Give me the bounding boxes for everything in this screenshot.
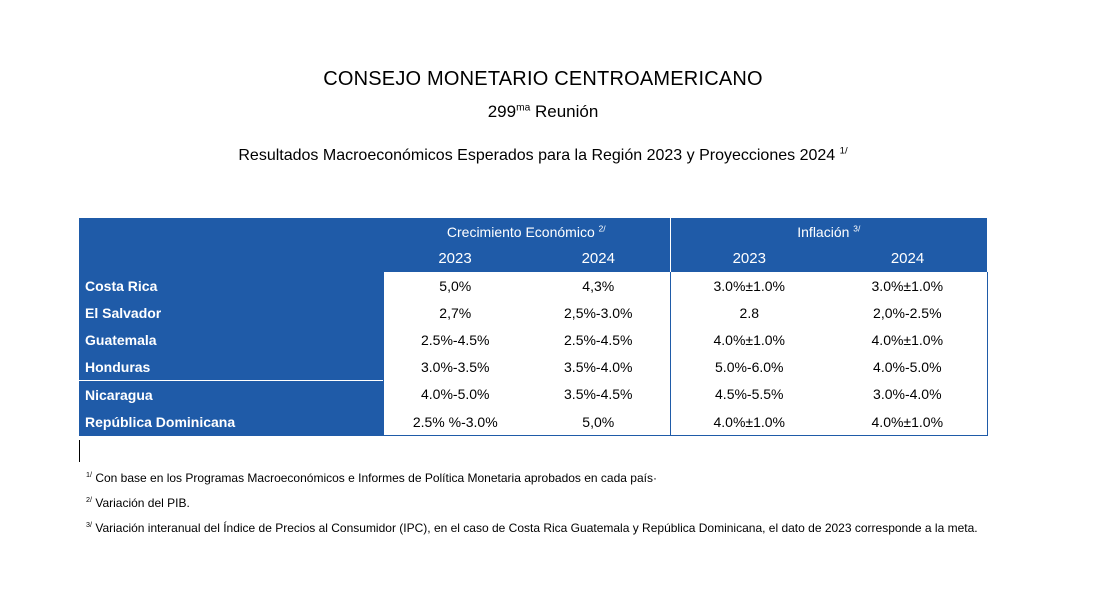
value-cell: 4.5%-5.5% bbox=[715, 386, 784, 403]
subtitle-footnote-mark: 1/ bbox=[839, 145, 848, 157]
inflation-group-label: Inflación bbox=[797, 223, 854, 240]
table-row: Honduras 3.0%-3.5% 3.5%-4.0% 5.0%-6.0% 4… bbox=[79, 353, 988, 381]
year-header-row: 2023 2024 2023 2024 bbox=[79, 245, 988, 272]
country-cell: Costa Rica bbox=[79, 272, 383, 299]
country-cell: Guatemala bbox=[79, 326, 383, 353]
footnote-mark: 1/ bbox=[86, 470, 92, 479]
growth-footnote-mark: 2/ bbox=[598, 222, 606, 233]
value-cell: 4.0%-5.0% bbox=[828, 353, 988, 381]
value-cell: 2,7% bbox=[382, 299, 527, 326]
table-row: Guatemala 2.5%-4.5% 2.5%-4.5% 4.0%±1.0% … bbox=[79, 326, 988, 353]
country-cell: El Salvador bbox=[79, 299, 383, 326]
footnotes: 1/ Con base en los Programas Macroeconóm… bbox=[86, 469, 986, 544]
footnote-mark: 3/ bbox=[86, 520, 92, 529]
meeting-label: Reunión bbox=[530, 102, 599, 121]
subtitle-text: Resultados Macroeconómicos Esperados par… bbox=[238, 147, 840, 164]
inflation-group-header: Inflación 3/ bbox=[670, 218, 988, 245]
header-blank-cell bbox=[79, 245, 383, 272]
value-cell: 3.0%±1.0% bbox=[828, 272, 988, 299]
year-header: 2023 bbox=[383, 245, 527, 272]
table-row: Costa Rica 5,0% 4,3% 3.0%±1.0% 3.0%±1.0% bbox=[79, 272, 988, 299]
meeting-line: 299ma Reunión bbox=[0, 102, 1086, 122]
meeting-number: 299 bbox=[487, 102, 517, 121]
footnote: 1/ Con base en los Programas Macroeconóm… bbox=[86, 469, 986, 487]
macro-results-table: Crecimiento Económico 2/ Inflación 3/ 20… bbox=[79, 218, 988, 436]
value-cell: 3.0%±1.0% bbox=[713, 277, 786, 294]
footnote-text: Variación del PIB. bbox=[92, 496, 190, 510]
value-cell: 4.0%±1.0% bbox=[828, 326, 988, 353]
growth-group-label: Crecimiento Económico bbox=[446, 223, 599, 240]
value-cell: 3.0%-3.5% bbox=[382, 353, 527, 381]
value-cell: 2.5% %-3.0% bbox=[382, 408, 527, 436]
value-cell: 2.8 bbox=[739, 304, 759, 321]
footnote: 3/ Variación interanual del Índice de Pr… bbox=[86, 519, 986, 537]
document-title: CONSEJO MONETARIO CENTROAMERICANO bbox=[323, 68, 763, 90]
value-cell: 4,3% bbox=[527, 272, 671, 299]
table-row: Nicaragua 4.0%-5.0% 3.5%-4.5% 4.5%-5.5% … bbox=[79, 380, 988, 408]
year-header: 2023 bbox=[670, 245, 829, 272]
year-header: 2024 bbox=[828, 245, 988, 272]
group-header-row: Crecimiento Económico 2/ Inflación 3/ bbox=[79, 218, 988, 245]
value-cell: 5,0% bbox=[382, 272, 527, 299]
footnote-mark: 2/ bbox=[86, 495, 92, 504]
value-cell: 4.0%±1.0% bbox=[670, 408, 829, 436]
header-blank-cell bbox=[79, 218, 383, 245]
footnote-text: Con base en los Programas Macroeconómico… bbox=[92, 471, 657, 485]
growth-group-header: Crecimiento Económico 2/ bbox=[383, 218, 671, 245]
value-cell: 3.0%-4.0% bbox=[828, 380, 988, 408]
table-row: República Dominicana 2.5% %-3.0% 5,0% 4.… bbox=[79, 408, 988, 436]
country-cell: República Dominicana bbox=[79, 408, 383, 436]
country-cell: Nicaragua bbox=[79, 380, 383, 408]
value-cell: 3.5%-4.0% bbox=[527, 353, 671, 381]
value-cell: 4.0%-5.0% bbox=[382, 380, 527, 408]
value-cell: 2,0%-2.5% bbox=[828, 299, 988, 326]
value-cell: 2.5%-4.5% bbox=[382, 326, 527, 353]
inflation-footnote-mark: 3/ bbox=[853, 222, 861, 233]
country-cell: Honduras bbox=[79, 353, 383, 381]
value-cell: 4.0%±1.0% bbox=[713, 331, 786, 348]
value-cell: 3.5%-4.5% bbox=[527, 380, 671, 408]
text-cursor bbox=[79, 440, 80, 462]
footnote: 2/ Variación del PIB. bbox=[86, 494, 986, 512]
value-cell: 2.5%-4.5% bbox=[527, 326, 671, 353]
footnote-text: Variación interanual del Índice de Preci… bbox=[92, 521, 978, 535]
value-cell: 4.0%±1.0% bbox=[828, 408, 988, 436]
value-cell: 5,0% bbox=[527, 408, 671, 436]
table-subtitle: Resultados Macroeconómicos Esperados par… bbox=[0, 145, 1086, 165]
table-row: El Salvador 2,7% 2,5%-3.0% 2.8 2,0%-2.5% bbox=[79, 299, 988, 326]
value-cell: 2,5%-3.0% bbox=[527, 299, 671, 326]
year-header: 2024 bbox=[527, 245, 671, 272]
value-cell: 5.0%-6.0% bbox=[715, 358, 784, 375]
meeting-suffix: ma bbox=[516, 102, 531, 114]
